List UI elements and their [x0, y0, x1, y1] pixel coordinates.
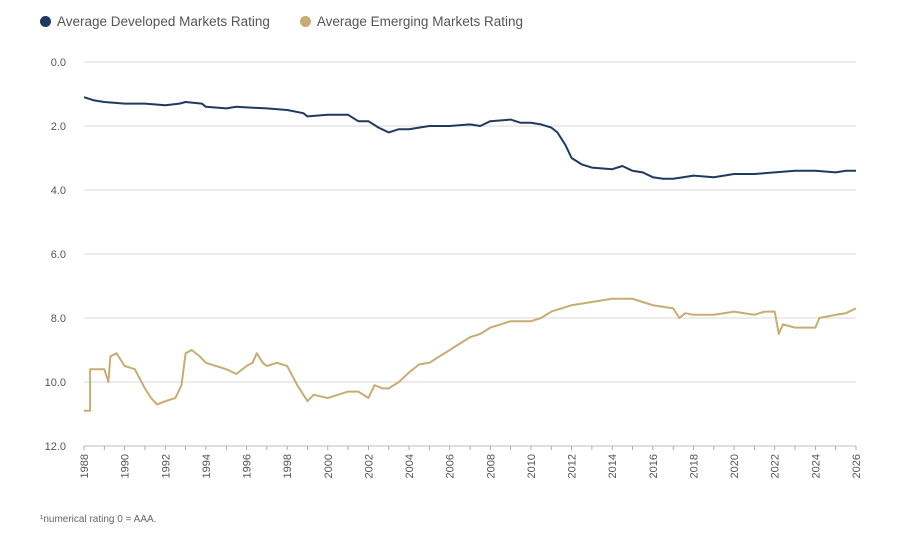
- x-tick-label: 2026: [851, 454, 863, 478]
- x-tick-label: 1988: [79, 454, 91, 478]
- footnote: ¹numerical rating 0 = AAA.: [40, 514, 157, 525]
- x-tick-label: 1996: [242, 454, 254, 478]
- legend-item-emerging[interactable]: Average Emerging Markets Rating: [299, 14, 523, 29]
- y-tick-label: 0.0: [51, 57, 66, 69]
- x-tick-label: 2020: [729, 454, 741, 478]
- legend-item-developed[interactable]: Average Developed Markets Rating: [40, 14, 270, 29]
- x-tick-label: 2022: [770, 454, 782, 478]
- series-line-emerging: [84, 297, 857, 412]
- y-tick-label: 12.0: [45, 441, 66, 453]
- x-tick-label: 2018: [688, 454, 700, 478]
- chart-legend: Average Developed Markets Rating Average…: [40, 14, 523, 29]
- x-tick-label: 2002: [363, 454, 375, 478]
- x-tick-label: 2014: [607, 454, 619, 478]
- x-tick-label: 1998: [282, 454, 294, 478]
- x-tick-label: 2016: [648, 454, 660, 478]
- y-tick-label: 6.0: [51, 249, 66, 261]
- x-tick-label: 2004: [404, 454, 416, 478]
- legend-swatch-emerging: [299, 16, 311, 27]
- legend-label-developed: Average Developed Markets Rating: [57, 14, 270, 29]
- y-tick-label: 4.0: [51, 185, 66, 197]
- x-tick-label: 2012: [567, 454, 579, 478]
- legend-label-emerging: Average Emerging Markets Rating: [316, 14, 523, 29]
- x-tick-label: 1990: [120, 454, 132, 478]
- legend-swatch-developed: [40, 16, 51, 27]
- y-tick-label: 8.0: [51, 313, 66, 325]
- y-tick-label: 2.0: [51, 121, 66, 133]
- x-tick-label: 2008: [485, 454, 497, 478]
- x-tick-label: 1994: [201, 454, 213, 478]
- y-tick-label: 10.0: [45, 377, 66, 389]
- x-tick-label: 2010: [526, 454, 538, 478]
- x-tick-label: 2000: [323, 454, 335, 478]
- x-tick-label: 1992: [160, 454, 172, 478]
- series-line-developed: [83, 96, 856, 180]
- x-tick-label: 2006: [445, 454, 457, 478]
- x-tick-label: 2024: [810, 454, 822, 478]
